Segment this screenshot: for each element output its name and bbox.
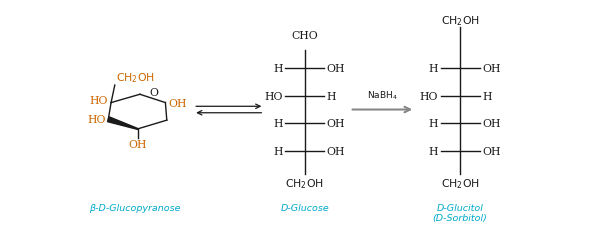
Text: D-Glucitol
(D-Sorbitol): D-Glucitol (D-Sorbitol) (432, 203, 488, 222)
Text: β-D-Glucopyranose: β-D-Glucopyranose (89, 203, 181, 212)
Text: HO: HO (87, 115, 105, 125)
Text: H: H (273, 119, 283, 129)
Text: NaBH$_4$: NaBH$_4$ (367, 89, 398, 102)
Text: CHO: CHO (291, 31, 318, 41)
Text: CH$_2$OH: CH$_2$OH (441, 15, 480, 28)
Text: D-Glucose: D-Glucose (280, 203, 329, 212)
Text: H: H (326, 91, 336, 101)
Text: OH: OH (326, 119, 345, 129)
Text: H: H (273, 146, 283, 156)
Text: HO: HO (420, 91, 438, 101)
Text: OH: OH (326, 146, 345, 156)
Text: OH: OH (482, 64, 501, 74)
Text: O: O (149, 87, 158, 97)
Text: H: H (273, 64, 283, 74)
Text: OH: OH (326, 64, 345, 74)
Polygon shape (107, 117, 138, 130)
Text: H: H (429, 119, 438, 129)
Text: CH$_2$OH: CH$_2$OH (441, 177, 480, 190)
Text: OH: OH (128, 139, 147, 149)
Text: HO: HO (264, 91, 283, 101)
Text: CH$_2$OH: CH$_2$OH (116, 71, 155, 85)
Text: H: H (429, 64, 438, 74)
Text: OH: OH (482, 146, 501, 156)
Text: H: H (429, 146, 438, 156)
Text: HO: HO (90, 95, 108, 105)
Text: OH: OH (482, 119, 501, 129)
Text: OH: OH (169, 98, 187, 108)
Text: H: H (482, 91, 492, 101)
Text: CH$_2$OH: CH$_2$OH (285, 177, 324, 190)
